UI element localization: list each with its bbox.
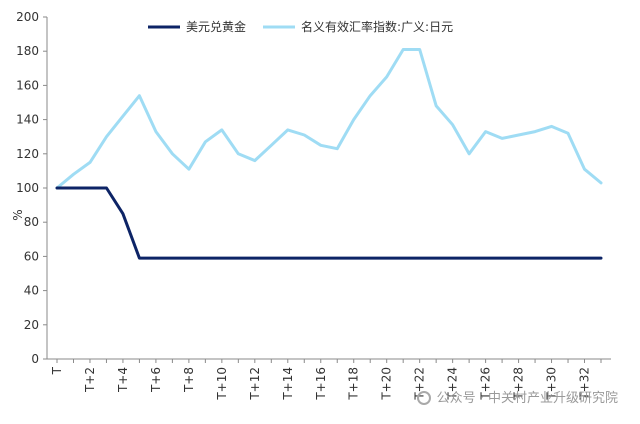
x-tick-label: T+26 — [479, 367, 493, 401]
series-line-1 — [55, 186, 603, 260]
series-line-2 — [55, 48, 603, 190]
y-tick-label: 40 — [24, 284, 39, 298]
x-tick-label: T+30 — [545, 367, 559, 401]
x-tick-label: T+28 — [512, 367, 526, 401]
series-layer — [55, 48, 603, 260]
x-tick-label: T+2 — [83, 367, 97, 393]
x-tick-label: T+24 — [446, 367, 460, 401]
ticks: 0 20 40 60 80 100 120 140 160 180 200 T T+2 T+4 T+6 T+8… — [16, 10, 602, 401]
legend-label-1: 美元兑黄金 — [186, 19, 246, 34]
legend: 美元兑黄金 名义有效汇率指数:广义:日元 — [148, 19, 453, 34]
x-tick-label: T+20 — [380, 367, 394, 401]
wechat-icon — [416, 391, 431, 405]
x-tick-label: T+18 — [347, 367, 361, 401]
x-tick-label: T+10 — [215, 367, 229, 401]
x-tick-label: T+32 — [578, 367, 592, 401]
y-tick-label: 180 — [16, 44, 39, 58]
y-tick-label: 60 — [24, 249, 39, 263]
watermark: 公众号 · 中关村产业升级研究院 — [416, 387, 618, 406]
y-tick-label: 80 — [24, 215, 39, 229]
watermark-text: 公众号 · 中关村产业升级研究院 — [436, 391, 618, 406]
x-tick-label: T+8 — [182, 367, 196, 393]
y-tick-label: 20 — [24, 318, 39, 332]
x-tick-label: T+12 — [248, 367, 262, 401]
y-tick-label: 120 — [16, 147, 39, 161]
x-tick-label: T+14 — [281, 367, 295, 401]
y-tick-label: 200 — [16, 10, 39, 24]
x-tick-label: T — [50, 366, 64, 375]
x-tick-label: T+6 — [149, 367, 163, 393]
x-tick-label: T+4 — [116, 367, 130, 393]
y-tick-label: 160 — [16, 78, 39, 92]
y-tick-label: 0 — [31, 352, 39, 366]
y-axis-label: % — [11, 209, 25, 220]
x-tick-label: T+16 — [314, 367, 328, 401]
y-tick-label: 100 — [16, 181, 39, 195]
y-tick-label: 140 — [16, 113, 39, 127]
legend-label-2: 名义有效汇率指数:广义:日元 — [301, 19, 453, 34]
